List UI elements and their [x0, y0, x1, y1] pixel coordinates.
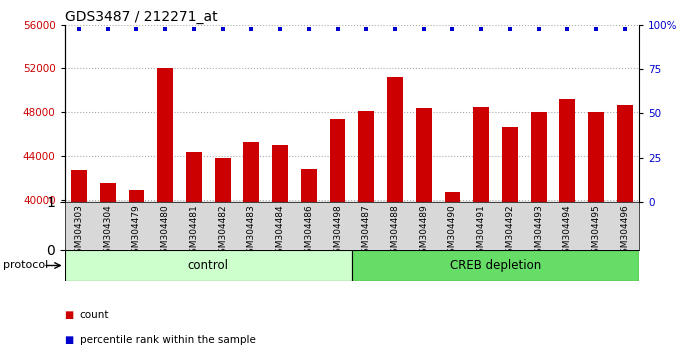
Bar: [330, 119, 345, 202]
Text: ■: ■: [65, 335, 74, 345]
Bar: [215, 158, 231, 202]
Text: GSM304495: GSM304495: [592, 204, 600, 259]
Text: ■: ■: [65, 310, 74, 320]
Bar: [473, 107, 489, 202]
Bar: [358, 111, 374, 202]
Bar: [157, 68, 173, 202]
Bar: [71, 170, 87, 202]
Bar: [502, 127, 517, 202]
Text: GSM304481: GSM304481: [190, 204, 199, 259]
Text: GSM304487: GSM304487: [362, 204, 371, 259]
Text: control: control: [188, 259, 228, 272]
Text: GSM304491: GSM304491: [477, 204, 486, 259]
Text: GSM304480: GSM304480: [160, 204, 169, 259]
Text: GSM304486: GSM304486: [305, 204, 313, 259]
Bar: [588, 112, 604, 202]
Text: count: count: [80, 310, 109, 320]
Text: GSM304482: GSM304482: [218, 204, 227, 259]
Text: GSM304479: GSM304479: [132, 204, 141, 259]
Bar: [272, 145, 288, 202]
Text: GSM304490: GSM304490: [448, 204, 457, 259]
Bar: [560, 99, 575, 202]
Text: CREB depletion: CREB depletion: [450, 259, 541, 272]
Bar: [100, 183, 116, 202]
Bar: [531, 112, 547, 202]
Text: GSM304483: GSM304483: [247, 204, 256, 259]
Bar: [445, 192, 460, 202]
Text: GSM304496: GSM304496: [620, 204, 629, 259]
Bar: [243, 142, 259, 202]
Text: GSM304303: GSM304303: [75, 204, 84, 259]
Text: GDS3487 / 212271_at: GDS3487 / 212271_at: [65, 10, 217, 24]
Bar: [301, 169, 317, 202]
Text: protocol: protocol: [3, 261, 49, 270]
Bar: [416, 108, 432, 202]
Bar: [352, 250, 639, 281]
Text: GSM304489: GSM304489: [420, 204, 428, 259]
Text: GSM304498: GSM304498: [333, 204, 342, 259]
Bar: [387, 77, 403, 202]
Text: GSM304494: GSM304494: [563, 204, 572, 259]
Text: GSM304488: GSM304488: [390, 204, 399, 259]
Text: GSM304484: GSM304484: [275, 204, 284, 259]
Text: percentile rank within the sample: percentile rank within the sample: [80, 335, 256, 345]
Text: GSM304304: GSM304304: [103, 204, 112, 259]
Bar: [617, 104, 632, 202]
Text: GSM304492: GSM304492: [505, 204, 514, 259]
Bar: [65, 250, 352, 281]
Text: GSM304493: GSM304493: [534, 204, 543, 259]
Bar: [186, 152, 202, 202]
Bar: [129, 190, 144, 202]
